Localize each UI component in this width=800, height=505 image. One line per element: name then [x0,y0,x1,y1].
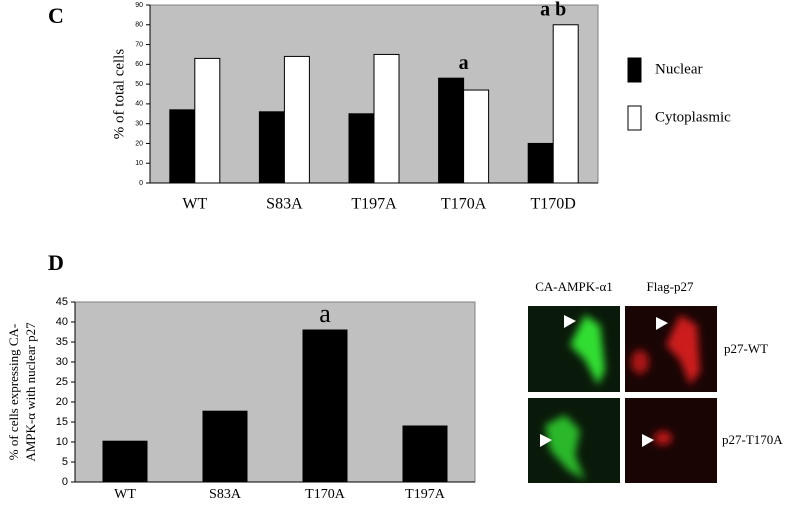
bar [202,410,248,483]
legend-label: Nuclear [655,61,702,77]
x-tick-label: T170D [531,196,576,213]
panel-label: C [48,3,64,28]
y-tick-label: 70 [135,41,143,48]
arrowhead [656,317,668,330]
bar [527,142,554,184]
bar [438,77,465,184]
y-tick-label: 45 [56,296,68,308]
arrowhead [540,434,552,447]
column-label: CA-AMPK-α1 [535,279,613,294]
y-axis-label: AMPK-α with nuclear p27 [23,322,38,462]
bar [463,89,490,184]
x-tick-label: WT [114,487,136,502]
cell [666,315,700,385]
annotation: a [459,52,469,74]
bar [402,425,448,483]
legend-label: Cytoplasmic [655,109,731,125]
micrographs [528,306,717,483]
column-label: Flag-p27 [647,279,694,294]
annotation: a [319,299,331,328]
cell [570,315,605,385]
y-tick-label: 10 [56,436,68,448]
bar [102,440,148,483]
bar [552,24,579,184]
y-tick-label: 10 [135,160,143,167]
legend-swatch [627,57,642,83]
panel-label: D [48,250,64,275]
y-tick-label: 35 [56,336,68,348]
y-tick-label: 25 [56,376,68,388]
y-tick-label: 5 [62,456,68,468]
bar [283,55,310,184]
y-tick-label: 0 [62,476,68,488]
bar [302,329,348,483]
cell [654,431,672,445]
annotation: a b [540,0,566,20]
y-tick-label: 20 [135,140,143,147]
legend-swatch [627,105,642,131]
bar [169,109,196,184]
x-tick-label: T197A [351,196,397,213]
y-tick-label: 40 [56,316,68,328]
y-axis-label: % of total cells [111,49,127,140]
y-tick-label: 30 [56,356,68,368]
x-tick-label: WT [182,196,207,213]
row-label: p27-T170A [722,432,783,447]
bar [348,113,375,184]
x-tick-label: T197A [405,487,446,502]
bar [373,53,400,184]
y-tick-label: 60 [135,61,143,68]
row-label: p27-WT [724,341,768,356]
y-axis-label: % of cells expressing CA- [6,324,21,460]
x-tick-label: T170A [441,196,487,213]
y-tick-label: 90 [135,2,143,9]
y-tick-label: 40 [135,101,143,108]
y-tick-label: 50 [135,81,143,88]
x-tick-label: S83A [266,196,303,213]
cell [631,350,649,374]
bar [258,111,285,184]
arrowhead [564,315,576,328]
y-tick-label: 80 [135,22,143,29]
bar [194,57,221,184]
y-tick-label: 15 [56,416,68,428]
x-tick-label: S83A [209,487,242,502]
y-tick-label: 30 [135,121,143,128]
y-tick-label: 20 [56,396,68,408]
x-tick-label: T170A [305,487,346,502]
y-tick-label: 0 [139,180,143,187]
arrowhead [642,434,654,447]
cell [545,415,585,480]
